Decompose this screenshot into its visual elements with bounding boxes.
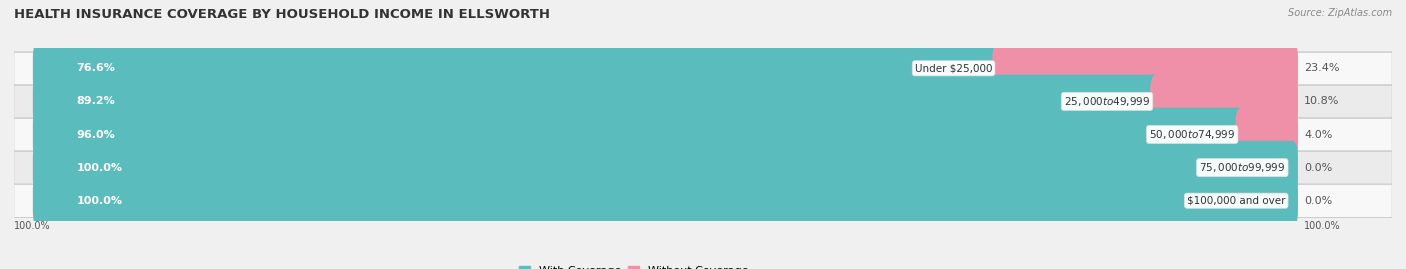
- Text: 100.0%: 100.0%: [77, 196, 122, 206]
- Text: 89.2%: 89.2%: [77, 96, 115, 107]
- FancyBboxPatch shape: [14, 51, 1392, 85]
- FancyBboxPatch shape: [14, 151, 1392, 185]
- Text: 4.0%: 4.0%: [1305, 129, 1333, 140]
- Text: Under $25,000: Under $25,000: [915, 63, 993, 73]
- Legend: With Coverage, Without Coverage: With Coverage, Without Coverage: [515, 261, 754, 269]
- FancyBboxPatch shape: [14, 118, 1392, 151]
- FancyBboxPatch shape: [1236, 108, 1298, 161]
- Text: 0.0%: 0.0%: [1305, 162, 1333, 173]
- Text: 23.4%: 23.4%: [1305, 63, 1340, 73]
- Text: $25,000 to $49,999: $25,000 to $49,999: [1064, 95, 1150, 108]
- Text: $100,000 and over: $100,000 and over: [1187, 196, 1285, 206]
- Text: 100.0%: 100.0%: [77, 162, 122, 173]
- FancyBboxPatch shape: [32, 41, 1005, 95]
- FancyBboxPatch shape: [14, 84, 1392, 118]
- FancyBboxPatch shape: [32, 75, 1163, 128]
- FancyBboxPatch shape: [14, 184, 1392, 218]
- Text: 0.0%: 0.0%: [1305, 196, 1333, 206]
- Text: $50,000 to $74,999: $50,000 to $74,999: [1149, 128, 1236, 141]
- FancyBboxPatch shape: [32, 141, 1298, 194]
- Text: 76.6%: 76.6%: [77, 63, 115, 73]
- Text: Source: ZipAtlas.com: Source: ZipAtlas.com: [1288, 8, 1392, 18]
- Text: 100.0%: 100.0%: [14, 221, 51, 231]
- Text: 96.0%: 96.0%: [77, 129, 115, 140]
- FancyBboxPatch shape: [32, 174, 1298, 228]
- Text: HEALTH INSURANCE COVERAGE BY HOUSEHOLD INCOME IN ELLSWORTH: HEALTH INSURANCE COVERAGE BY HOUSEHOLD I…: [14, 8, 550, 21]
- Text: 10.8%: 10.8%: [1305, 96, 1340, 107]
- FancyBboxPatch shape: [993, 41, 1298, 95]
- Text: $75,000 to $99,999: $75,000 to $99,999: [1199, 161, 1285, 174]
- FancyBboxPatch shape: [1150, 75, 1298, 128]
- Text: 100.0%: 100.0%: [1305, 221, 1341, 231]
- FancyBboxPatch shape: [32, 108, 1249, 161]
